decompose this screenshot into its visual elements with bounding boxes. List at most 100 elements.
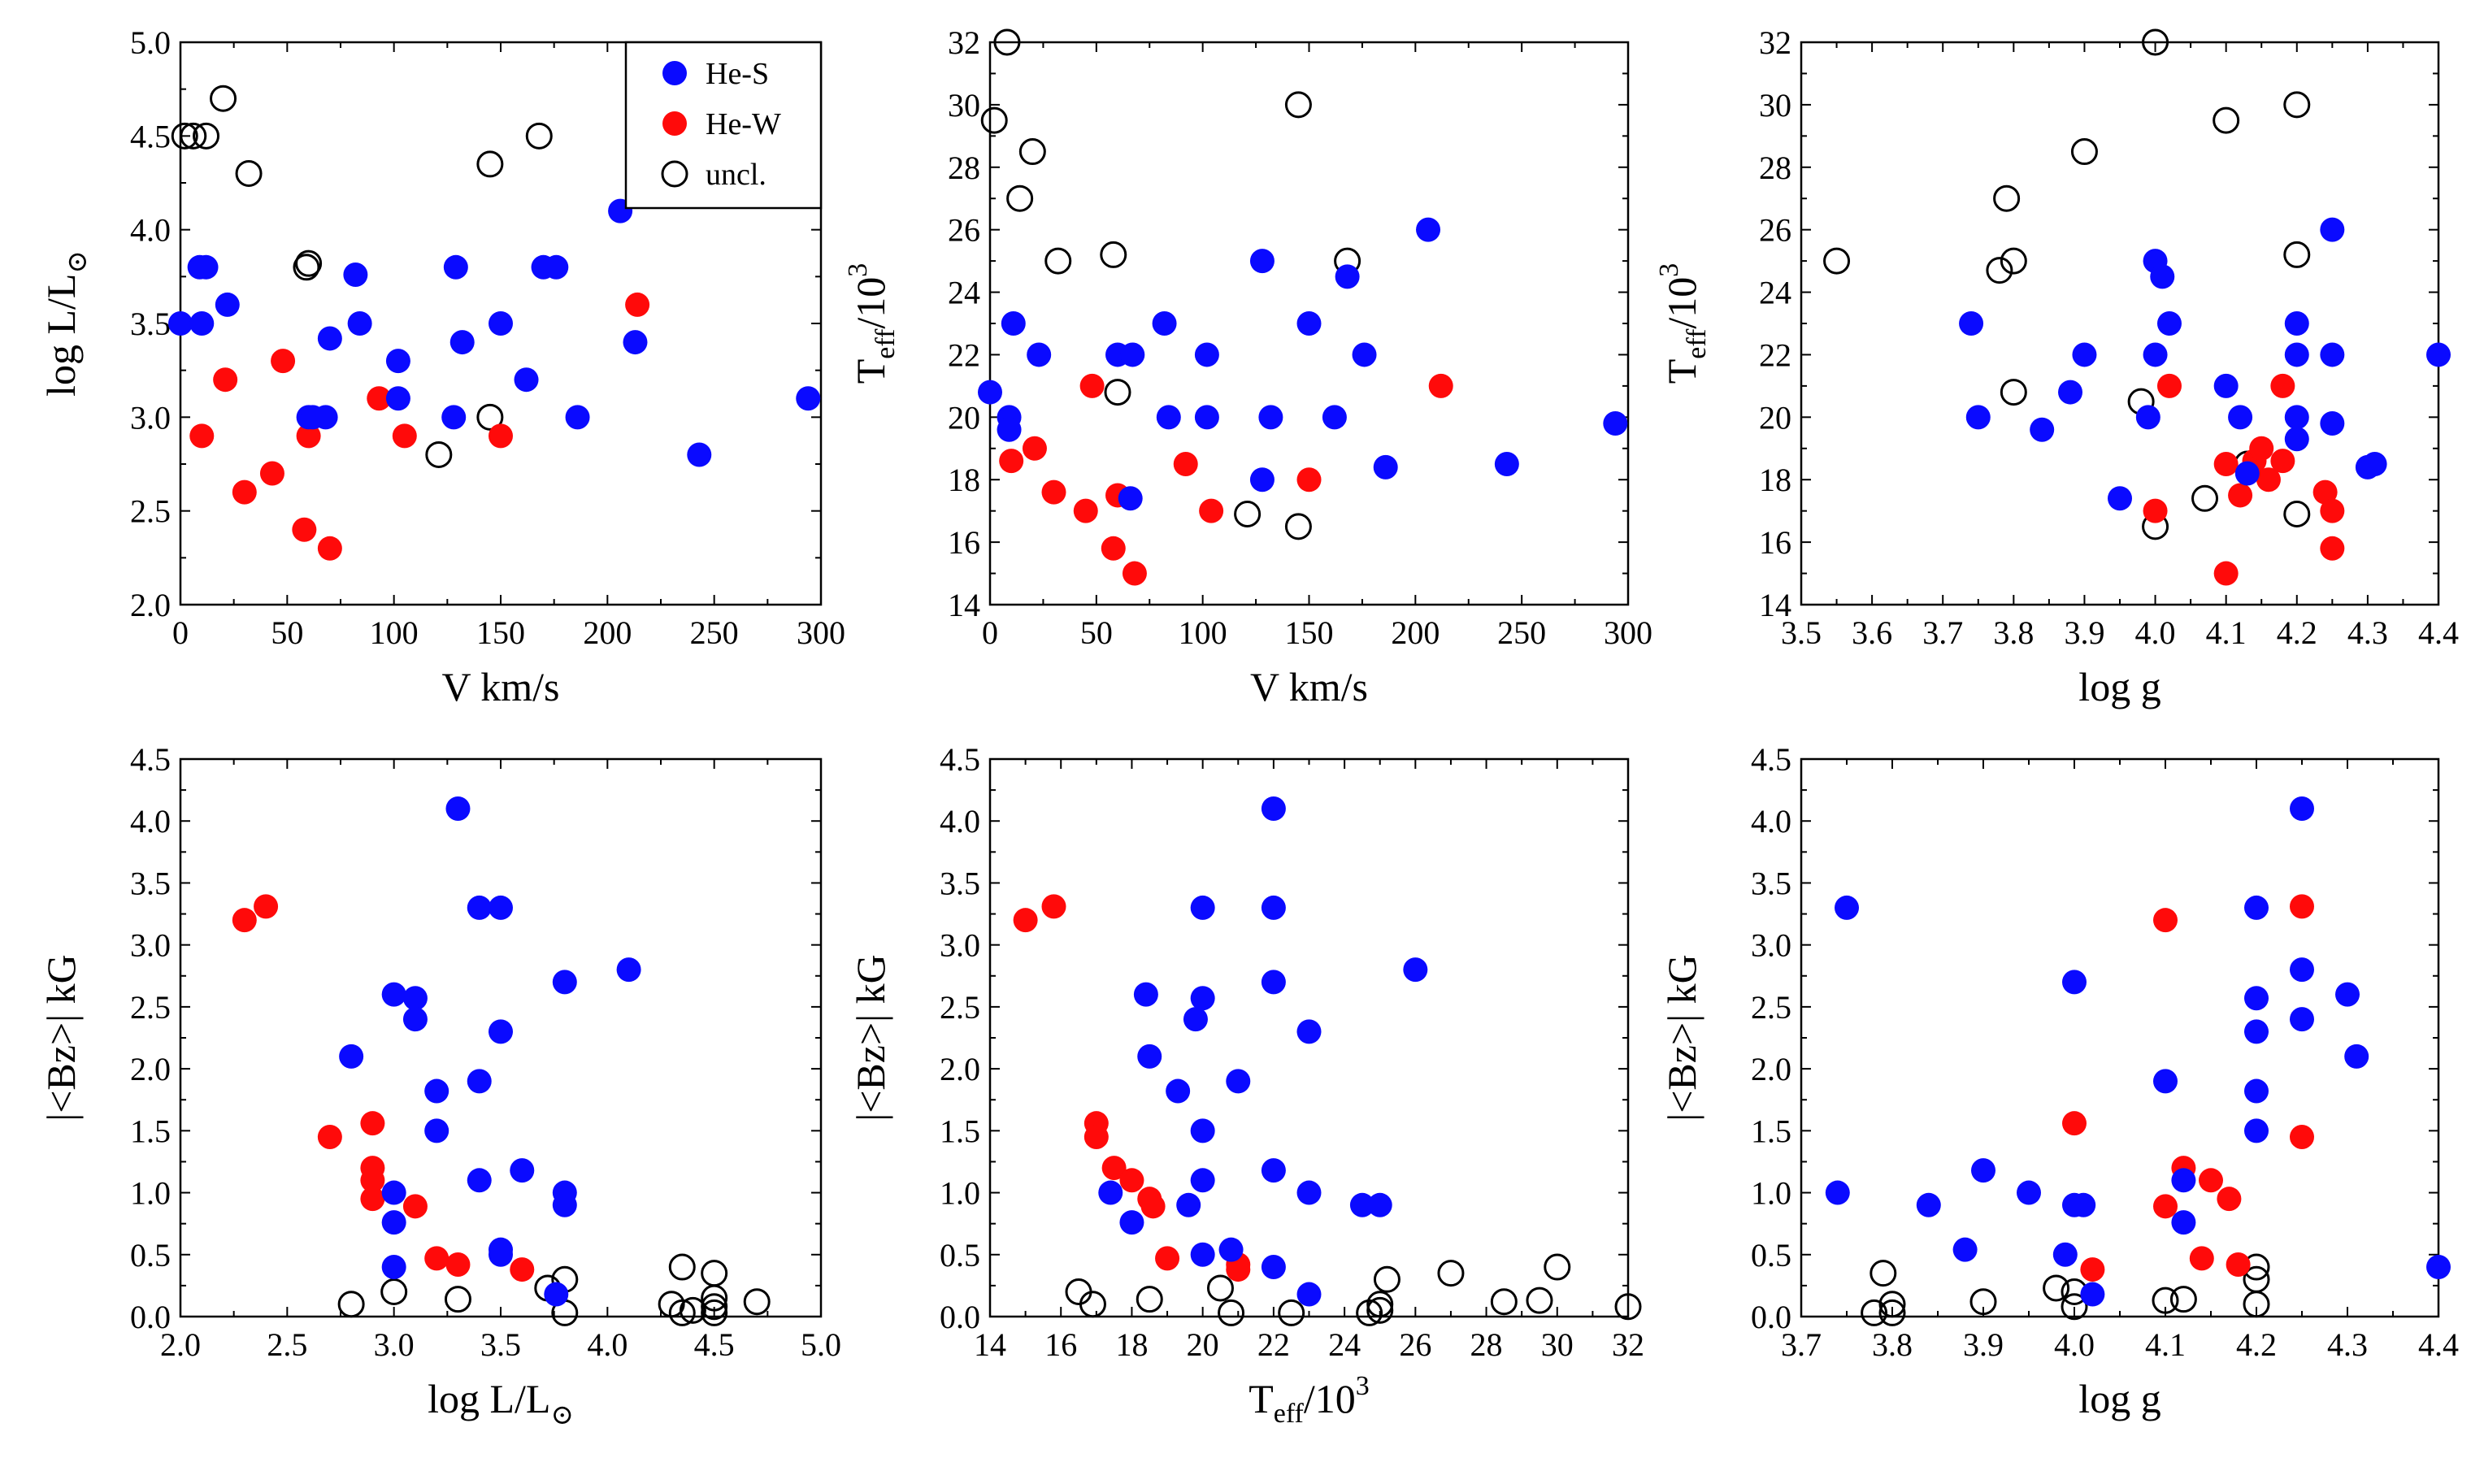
data-point: [424, 1246, 449, 1271]
x-tick-label: 300: [1604, 614, 1652, 651]
data-point: [2108, 486, 2132, 511]
data-point: [2061, 1293, 2088, 1321]
data-point: [444, 1286, 471, 1313]
data-point: [168, 311, 193, 336]
series-uncl: [337, 1253, 771, 1326]
panel-p5: 14 16 18 20 22 24 26 28 30 32 0.0 0.5 1.0 1.5 2.0 2.5 3.…: [848, 741, 1644, 1429]
data-point: [2284, 311, 2309, 336]
series-uncl: [1065, 1253, 1642, 1326]
data-point: [2062, 970, 2087, 995]
panel-p1: 0 50 100 150 200 250 300 2.0 2.5 3.0 3.5 4.0 4.5 5.0 V…: [38, 24, 845, 709]
x-tick-label: 150: [1285, 614, 1334, 651]
y-tick-label: 0.5: [130, 1237, 171, 1274]
data-point: [1013, 908, 1038, 933]
legend-marker-uncl: [661, 160, 688, 188]
y-tick-label: 18: [948, 462, 980, 498]
series-hes: [1959, 217, 2451, 511]
data-point: [2171, 1168, 2196, 1193]
data-point: [180, 122, 207, 150]
data-point: [2426, 1255, 2451, 1280]
data-point: [1959, 311, 1984, 336]
series-uncl: [171, 85, 553, 468]
x-axis-label: V km/s: [442, 664, 560, 709]
x-axis-label: V km/s: [1250, 664, 1368, 709]
x-axis-label-rest: /10: [1304, 1376, 1356, 1421]
x-tick-label: 300: [797, 614, 845, 651]
data-point: [993, 28, 1021, 56]
data-point: [2283, 501, 2311, 528]
data-point: [565, 405, 590, 430]
data-point: [1258, 405, 1283, 430]
series-uncl: [1823, 28, 2311, 540]
y-axis-label-text: log L/L: [38, 274, 84, 397]
data-point: [1190, 1118, 1215, 1143]
data-point: [1296, 1180, 1322, 1205]
data-point: [232, 479, 257, 505]
data-point: [552, 1192, 577, 1217]
y-tick-label: 0.5: [940, 1237, 980, 1274]
data-point: [1079, 1291, 1106, 1318]
data-point: [2290, 894, 2314, 919]
data-point: [2017, 1180, 2041, 1205]
data-point: [1428, 373, 1453, 398]
y-tick-label: 24: [1759, 275, 1791, 311]
plot-frame: [1800, 757, 2440, 1318]
data-point: [1218, 1299, 1245, 1326]
y-tick-label: 22: [1759, 336, 1791, 373]
y-axis-label: |<Bz>| kG: [38, 954, 84, 1122]
x-tick-label: 3.5: [480, 1326, 521, 1363]
data-point: [2312, 479, 2338, 505]
y-tick-label: 1.5: [940, 1113, 980, 1149]
x-axis-label-text: log g: [2078, 664, 2160, 709]
x-tick-label: 0: [982, 614, 998, 651]
data-point: [1065, 1278, 1092, 1306]
y-tick-label: 20: [948, 399, 980, 436]
x-tick-label: 2.5: [267, 1326, 307, 1363]
data-point: [381, 1210, 406, 1235]
data-point: [2213, 373, 2239, 398]
y-axis-label: Teff/103: [843, 263, 901, 384]
y-tick-label: 26: [948, 212, 980, 249]
data-point: [1190, 895, 1215, 920]
data-point: [1870, 1260, 1897, 1287]
data-point: [1296, 467, 1322, 492]
data-point: [2213, 561, 2239, 586]
y-axis-label-superscript: 3: [1654, 263, 1684, 277]
data-point: [1079, 373, 1105, 398]
series-hes: [1825, 796, 2451, 1307]
x-tick-label: 30: [1541, 1326, 1574, 1363]
data-point: [2171, 1210, 2196, 1235]
y-tick-label: 3.5: [940, 865, 980, 901]
x-axis-label-text: log L/L: [428, 1376, 550, 1421]
data-point: [1104, 379, 1131, 406]
data-point: [2058, 380, 2083, 405]
data-point: [347, 311, 372, 336]
data-point: [514, 367, 539, 393]
data-point: [1965, 405, 1991, 430]
data-point: [254, 894, 279, 919]
y-axis-label-sun-symbol: ⊙: [63, 250, 93, 274]
data-point: [1437, 1260, 1465, 1287]
data-point: [1296, 1282, 1322, 1307]
y-tick-label: 16: [1759, 524, 1791, 561]
data-point: [2228, 483, 2253, 508]
data-point: [1190, 1242, 1215, 1267]
data-point: [1018, 138, 1046, 166]
data-point: [2071, 1192, 2096, 1217]
data-point: [1490, 1288, 1518, 1316]
y-tick-label: 4.0: [940, 803, 980, 840]
y-tick-label: 2.5: [130, 493, 171, 530]
x-tick-label: 5.0: [801, 1326, 841, 1363]
data-point: [2062, 1111, 2087, 1136]
y-tick-label: 0.0: [1751, 1299, 1791, 1335]
data-point: [337, 1291, 365, 1318]
series-hew: [2143, 373, 2345, 586]
series-hes: [978, 217, 1628, 511]
data-point: [701, 1293, 728, 1321]
data-point: [1971, 1158, 1995, 1183]
y-tick-label: 3.5: [130, 865, 171, 901]
data-point: [2080, 1257, 2105, 1282]
y-tick-label: 1.0: [940, 1175, 980, 1212]
data-point: [296, 423, 321, 449]
data-point: [2156, 373, 2182, 398]
